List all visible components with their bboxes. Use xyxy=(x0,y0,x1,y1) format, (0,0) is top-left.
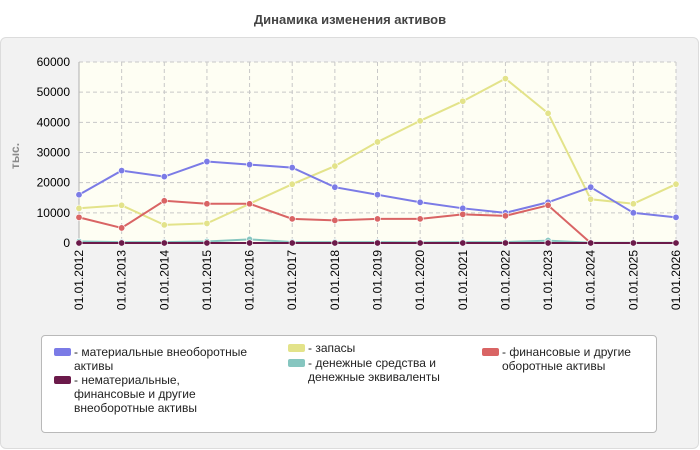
data-point xyxy=(246,161,254,169)
x-tick-label: 01.01.2024 xyxy=(584,250,598,310)
data-point xyxy=(459,204,467,212)
data-point xyxy=(75,239,83,247)
x-tick-label: 01.01.2016 xyxy=(243,250,257,310)
data-point xyxy=(373,215,381,223)
data-point xyxy=(118,224,126,232)
data-point xyxy=(416,215,424,223)
data-point xyxy=(203,200,211,208)
legend: - материальные внеоборотные активы - запа… xyxy=(41,335,657,433)
y-tick-label: 10000 xyxy=(37,206,71,220)
x-tick-label: 01.01.2012 xyxy=(72,250,86,310)
series-0 xyxy=(75,158,680,221)
data-point xyxy=(203,219,211,227)
data-point xyxy=(118,201,126,209)
data-point xyxy=(203,239,211,247)
data-point xyxy=(288,180,296,188)
y-tick-label: 50000 xyxy=(37,85,71,99)
data-point xyxy=(416,117,424,125)
x-tick-label: 01.01.2015 xyxy=(200,250,214,310)
x-tick-label: 01.01.2019 xyxy=(371,250,385,310)
legend-label: - материальные внеоборотные активы xyxy=(74,345,247,373)
data-point xyxy=(501,212,509,220)
legend-swatch xyxy=(288,359,305,367)
data-point xyxy=(587,195,595,203)
data-point xyxy=(629,209,637,217)
data-point xyxy=(75,213,83,221)
legend-label: - запасы xyxy=(308,341,356,355)
data-point xyxy=(75,191,83,199)
legend-item: - нематериальные, финансовые и другие вн… xyxy=(54,373,244,415)
y-tick-label: 0 xyxy=(63,236,70,250)
data-point xyxy=(118,167,126,175)
series-3 xyxy=(75,239,680,247)
data-point xyxy=(160,197,168,205)
data-point xyxy=(331,162,339,170)
data-point xyxy=(672,213,680,221)
legend-item: - финансовые и другие оборотные активы xyxy=(482,345,647,373)
data-point xyxy=(587,183,595,191)
y-tick-label: 30000 xyxy=(37,146,71,160)
data-point xyxy=(672,180,680,188)
data-point xyxy=(459,97,467,105)
x-tick-label: 01.01.2026 xyxy=(669,250,683,310)
chart-title: Динамика изменения активов xyxy=(253,12,447,27)
x-tick-label: 01.01.2014 xyxy=(157,250,171,310)
data-point xyxy=(544,109,552,117)
data-point xyxy=(373,138,381,146)
series-2 xyxy=(75,197,680,247)
legend-item: - запасы xyxy=(288,341,458,355)
data-point xyxy=(160,173,168,181)
x-tick-label: 01.01.2018 xyxy=(328,250,342,310)
y-tick-label: 40000 xyxy=(37,115,71,129)
data-point xyxy=(118,239,126,247)
x-tick-label: 01.01.2022 xyxy=(498,250,512,310)
legend-swatch xyxy=(288,344,305,352)
x-tick-label: 01.01.2013 xyxy=(115,250,129,310)
data-point xyxy=(203,158,211,166)
x-tick-label: 01.01.2023 xyxy=(541,250,555,310)
legend-label: - денежные средства и денежные эквивален… xyxy=(308,356,440,384)
data-point xyxy=(672,239,680,247)
data-point xyxy=(288,215,296,223)
y-axis-label: тыс. xyxy=(8,143,22,169)
data-point xyxy=(501,75,509,83)
data-point xyxy=(288,164,296,172)
data-point xyxy=(246,200,254,208)
x-tick-label: 01.01.2025 xyxy=(626,250,640,310)
x-tick-label: 01.01.2017 xyxy=(285,250,299,310)
data-point xyxy=(629,239,637,247)
data-point xyxy=(246,239,254,247)
legend-item: - денежные средства и денежные эквивален… xyxy=(288,356,458,384)
legend-label: - нематериальные, финансовые и другие вн… xyxy=(74,373,197,415)
legend-label: - финансовые и другие оборотные активы xyxy=(502,345,631,373)
legend-swatch xyxy=(482,348,499,356)
data-point xyxy=(416,198,424,206)
data-point xyxy=(331,216,339,224)
data-point xyxy=(544,201,552,209)
legend-swatch xyxy=(54,348,71,356)
data-point xyxy=(459,239,467,247)
data-point xyxy=(75,204,83,212)
y-tick-label: 60000 xyxy=(37,55,71,69)
y-tick-label: 20000 xyxy=(37,176,71,190)
data-point xyxy=(587,239,595,247)
data-point xyxy=(160,239,168,247)
data-point xyxy=(629,200,637,208)
data-point xyxy=(373,191,381,199)
data-point xyxy=(544,239,552,247)
data-point xyxy=(160,221,168,229)
data-point xyxy=(373,239,381,247)
legend-swatch xyxy=(54,376,71,384)
x-tick-label: 01.01.2020 xyxy=(413,250,427,310)
data-point xyxy=(416,239,424,247)
data-point xyxy=(331,183,339,191)
data-point xyxy=(331,239,339,247)
legend-item: - материальные внеоборотные активы xyxy=(54,345,254,373)
data-point xyxy=(288,239,296,247)
data-point xyxy=(459,210,467,218)
x-tick-label: 01.01.2021 xyxy=(456,250,470,310)
data-point xyxy=(501,239,509,247)
